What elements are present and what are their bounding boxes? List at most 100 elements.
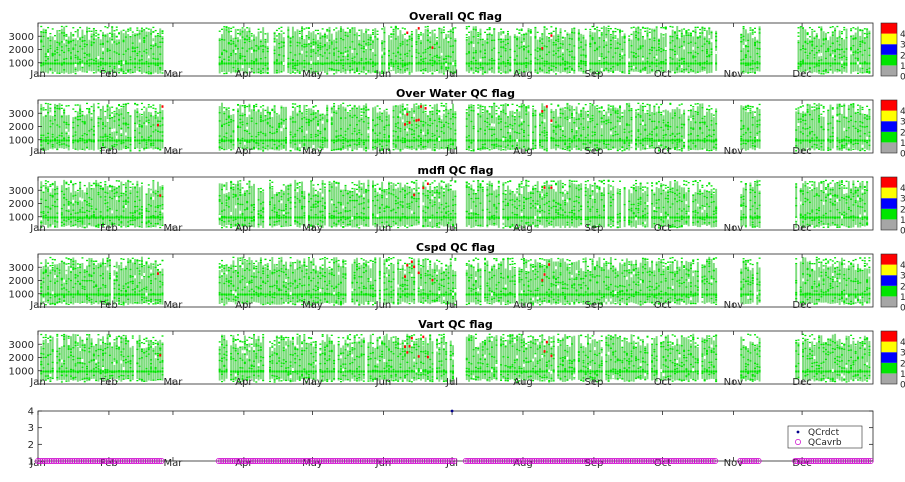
flag-cell <box>363 112 365 113</box>
flag-cell <box>809 133 811 134</box>
flag-cell <box>49 40 51 41</box>
flag-cell <box>91 139 93 141</box>
flag-cell <box>397 68 399 69</box>
flag-cell <box>404 114 406 148</box>
flag-cell <box>276 70 278 71</box>
flag-cell <box>695 103 697 104</box>
flag-cell <box>75 57 77 58</box>
flag-cell <box>276 131 278 132</box>
flag-cell <box>292 72 294 73</box>
flag-cell <box>402 60 404 61</box>
flag-cell <box>411 39 413 40</box>
flag-cell <box>278 54 280 55</box>
flag-cell <box>688 62 690 64</box>
flag-cell <box>514 117 516 149</box>
flag-cell <box>317 127 319 130</box>
flag-cell <box>681 127 683 128</box>
flag-cell <box>708 135 710 136</box>
flag-cell <box>97 56 99 59</box>
flag-cell <box>450 46 452 47</box>
flag-cell <box>649 39 651 74</box>
flag-cell <box>859 30 861 31</box>
flag-cell <box>866 69 868 70</box>
flag-cell <box>100 139 102 141</box>
flag-cell <box>351 50 353 53</box>
flag-cell <box>159 139 161 141</box>
flag-cell <box>52 134 54 135</box>
flag-cell <box>246 117 248 148</box>
flag-cell <box>589 121 591 122</box>
x-tick-label: Dec <box>792 146 811 157</box>
flag-cell <box>647 27 649 28</box>
flag-cell <box>150 29 152 72</box>
flag-cell <box>299 62 301 64</box>
flag-cell <box>482 73 484 74</box>
flag-cell <box>297 70 299 71</box>
flag-cell <box>868 109 870 150</box>
flag-cell <box>706 56 708 57</box>
flag-cell <box>534 37 536 38</box>
flag-cell <box>377 135 379 136</box>
flag-cell <box>754 112 756 113</box>
flag-cell <box>674 31 676 32</box>
flag-cell <box>679 62 681 64</box>
flag-cell <box>825 70 827 71</box>
flag-cell <box>356 62 358 64</box>
flag-cell <box>701 27 703 28</box>
flag-cell <box>589 43 591 44</box>
flag-cell <box>409 111 411 112</box>
flag-cell <box>473 128 475 129</box>
flag-cell <box>809 127 811 128</box>
flag-cell <box>447 110 449 151</box>
flag-cell <box>518 29 520 30</box>
flag-cell <box>102 106 104 149</box>
flag-cell <box>525 114 527 115</box>
flag-cell <box>674 54 676 55</box>
flag-cell <box>756 126 758 127</box>
flag-cell <box>802 120 804 121</box>
flag-cell <box>377 39 379 40</box>
flag-cell <box>104 134 106 135</box>
flag-cell <box>802 48 804 49</box>
flag-cell <box>743 62 745 64</box>
flag-cell <box>329 30 331 31</box>
flag-cell <box>486 29 488 30</box>
flag-cell <box>274 111 276 112</box>
flag-cell <box>855 37 857 38</box>
flag-cell <box>814 31 816 32</box>
flag-cell <box>374 133 376 134</box>
flag-cell <box>802 116 804 117</box>
flag-cell <box>537 51 539 52</box>
flag-cell <box>505 146 507 147</box>
flag-cell <box>688 146 690 147</box>
flag-cell <box>434 135 436 136</box>
flag-cell <box>139 62 141 64</box>
flag-cell <box>301 36 303 37</box>
flag-cell <box>852 52 854 53</box>
flag-cell <box>285 128 287 129</box>
flag-cell <box>374 55 376 56</box>
flag-cell <box>356 144 358 145</box>
flag-cell <box>136 47 138 48</box>
flag-cell <box>823 129 825 130</box>
flag-cell <box>162 36 164 71</box>
flag-cell <box>486 62 488 64</box>
flag-cell <box>752 33 754 34</box>
flag-cell <box>715 33 717 34</box>
flag-cell <box>345 107 347 148</box>
flag-cell <box>269 112 271 150</box>
flag-cell <box>507 33 509 34</box>
flag-cell <box>324 62 326 64</box>
flag-cell <box>862 107 864 108</box>
flag-cell <box>541 132 543 133</box>
flag-cell <box>317 110 319 111</box>
flag-cell <box>644 124 646 125</box>
flag-cell <box>443 27 445 28</box>
flag-cell <box>239 122 241 123</box>
flag-cell <box>326 62 328 64</box>
flag-cell <box>818 149 820 150</box>
flag-cell <box>711 108 713 109</box>
flag-cell <box>839 57 841 58</box>
flag-cell <box>557 41 559 42</box>
flag-cell <box>816 144 818 145</box>
